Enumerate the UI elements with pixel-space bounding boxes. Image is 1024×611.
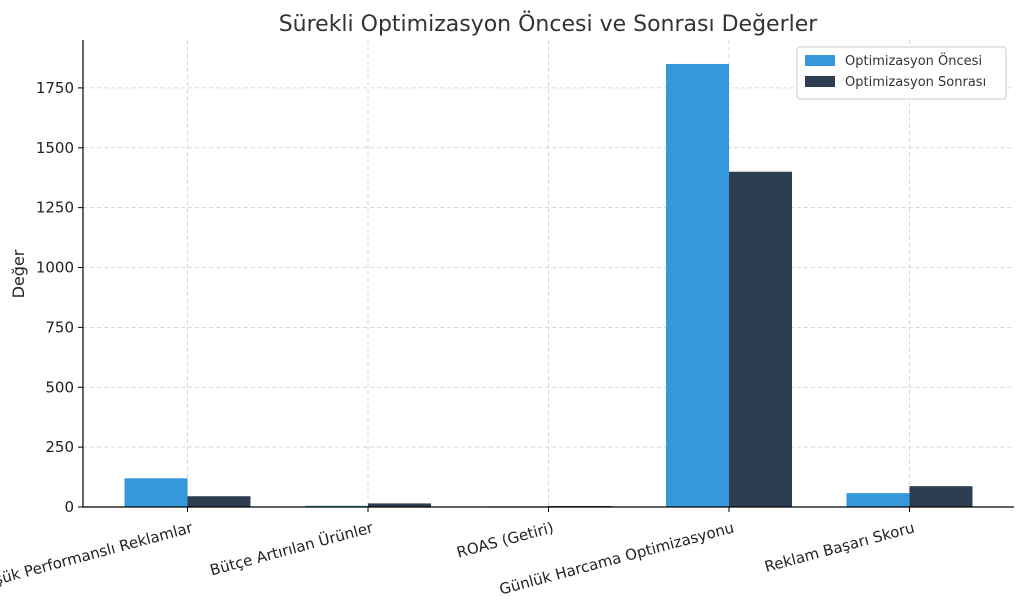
- x-tick-label: Bütçe Artırılan Ürünler: [208, 517, 376, 579]
- x-tick-labels: Düşük Performanslı Reklamlar Bütçe Artırı…: [0, 507, 917, 599]
- bar-before: [846, 493, 910, 507]
- grid-lines: [83, 40, 1014, 508]
- y-tick-label: 750: [45, 318, 74, 336]
- bar-before: [124, 478, 188, 507]
- legend-box: [796, 46, 1007, 100]
- bars: [124, 63, 973, 507]
- y-tick-label: 250: [45, 438, 74, 456]
- x-tick-label: ROAS (Getiri): [455, 518, 556, 561]
- x-tick-label: Düşük Performanslı Reklamlar: [0, 518, 195, 594]
- y-tick-labels: 0 250 500 750 1000 1250 1500 1750: [36, 79, 83, 516]
- y-tick-label: 1500: [36, 139, 74, 157]
- y-tick-label: 1750: [36, 79, 74, 97]
- y-tick-label: 0: [64, 498, 74, 516]
- legend-label: Optimizasyon Sonrası: [845, 75, 986, 90]
- y-tick-label: 1250: [36, 199, 74, 217]
- bar-after: [368, 503, 431, 507]
- chart-title: Sürekli Optimizasyon Öncesi ve Sonrası D…: [279, 11, 819, 37]
- bar-after: [187, 496, 251, 507]
- bar-after: [909, 486, 973, 507]
- y-axis-title: Değer: [9, 249, 28, 298]
- y-tick-label: 1000: [36, 259, 74, 277]
- legend-swatch: [805, 55, 835, 66]
- legend-label: Optimizasyon Öncesi: [845, 52, 982, 69]
- legend-swatch: [805, 76, 835, 87]
- legend: Optimizasyon Öncesi Optimizasyon Sonrası: [796, 46, 1007, 100]
- bar-after: [729, 171, 792, 507]
- bar-before: [666, 63, 729, 507]
- x-tick-label: Reklam Başarı Skoru: [763, 518, 917, 575]
- y-tick-label: 500: [45, 378, 74, 396]
